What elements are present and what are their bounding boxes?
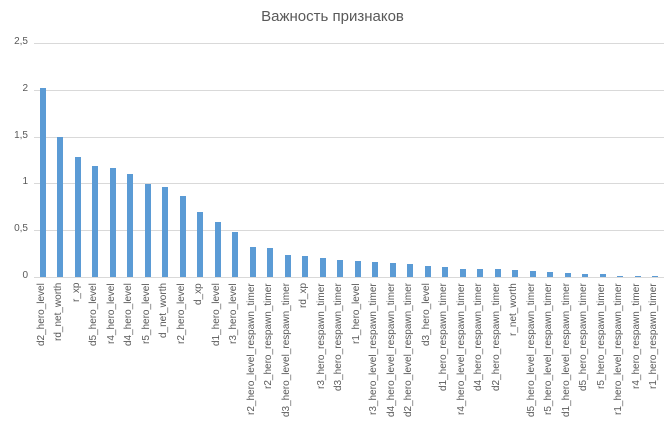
y-tick-label: 0,5 <box>14 223 28 235</box>
x-tick-label: r_net_worth <box>508 283 520 336</box>
bar-r1_hero_respawn_timer <box>652 276 659 277</box>
bar-r3_hero_respawn_timer <box>319 258 326 277</box>
bar-r_net_worth <box>512 270 519 277</box>
x-tick-label: r5_hero_respawn_timer <box>595 283 607 389</box>
x-tick-label: d1_hero_level_respawn_timer <box>560 283 572 417</box>
bar-d2_hero_level_respawn_timer <box>407 263 414 277</box>
gridline <box>34 277 664 278</box>
bar-d_xp <box>197 212 204 277</box>
bar-d4_hero_level_respawn_timer <box>389 262 396 277</box>
x-tick-label: d5_hero_level <box>88 283 100 346</box>
x-tick-label: r2_hero_respawn_timer <box>263 283 275 389</box>
bar-d3_hero_level <box>424 265 431 277</box>
x-tick-label: r_xp <box>70 283 82 303</box>
x-tick-label: r1_hero_level_respawn_timer <box>613 283 625 415</box>
y-tick-label: 2,5 <box>14 36 28 47</box>
gridline <box>34 136 664 138</box>
x-tick-label: r3_hero_level_respawn_timer <box>368 283 380 415</box>
bar-r5_hero_level_respawn_timer <box>547 272 554 277</box>
x-tick-label: d4_hero_level <box>123 283 135 346</box>
bar-d1_hero_respawn_timer <box>442 266 449 277</box>
y-tick-label: 1,5 <box>14 129 28 141</box>
gridline <box>34 230 664 232</box>
bar-d_net_worth <box>162 187 169 277</box>
bar-d1_hero_level <box>214 221 221 277</box>
bar-rd_xp <box>302 256 309 277</box>
x-tick-label: d1_hero_respawn_timer <box>438 283 450 391</box>
bar-r3_hero_level_respawn_timer <box>372 262 379 277</box>
y-tick-label: 1 <box>22 176 28 188</box>
x-tick-label: d_net_worth <box>158 283 170 339</box>
bar-r1_hero_level_respawn_timer <box>617 276 624 277</box>
x-tick-label: d3_hero_level_respawn_timer <box>280 283 292 417</box>
bar-rd_net_worth <box>57 136 64 277</box>
bar-d5_hero_respawn_timer <box>582 274 589 277</box>
gridline <box>34 89 664 91</box>
plot-area <box>34 43 664 278</box>
bar-r3_hero_level <box>232 232 239 277</box>
x-tick-label: r2_hero_level_respawn_timer <box>245 283 257 415</box>
bar-d1_hero_level_respawn_timer <box>564 273 571 277</box>
y-tick-label: 2 <box>22 82 28 94</box>
x-tick-label: r3_hero_respawn_timer <box>315 283 327 389</box>
bar-d4_hero_level <box>127 174 134 277</box>
x-tick-label: d5_hero_level_respawn_timer <box>525 283 537 417</box>
x-tick-label: r5_hero_level <box>140 283 152 344</box>
x-tick-label: r1_hero_respawn_timer <box>648 283 660 389</box>
bar-d2_hero_level <box>39 87 46 277</box>
x-tick-label: r4_hero_level <box>105 283 117 344</box>
x-tick-label: d5_hero_respawn_timer <box>578 283 590 391</box>
bar-r5_hero_respawn_timer <box>599 274 606 277</box>
bar-r1_hero_level <box>354 261 361 277</box>
gridline <box>34 183 664 185</box>
x-tick-label: r3_hero_level <box>228 283 240 344</box>
x-tick-label: r4_hero_level_respawn_timer <box>455 283 467 415</box>
bar-d5_hero_level_respawn_timer <box>529 271 536 277</box>
x-tick-label: d2_hero_respawn_timer <box>490 283 502 391</box>
x-tick-label: d3_hero_respawn_timer <box>333 283 345 391</box>
x-tick-label: d2_hero_level_respawn_timer <box>403 283 415 417</box>
bar-r4_hero_level <box>109 167 116 277</box>
bar-d3_hero_respawn_timer <box>337 260 344 277</box>
x-tick-label: d_xp <box>193 283 205 305</box>
bar-d2_hero_respawn_timer <box>494 268 501 277</box>
bar-r2_hero_respawn_timer <box>267 247 274 277</box>
x-tick-label: rd_net_worth <box>53 283 65 342</box>
bar-r2_hero_level_respawn_timer <box>249 247 256 277</box>
bar-r_xp <box>74 157 81 277</box>
x-tick-label: d4_hero_respawn_timer <box>473 283 485 391</box>
bar-d5_hero_level <box>92 165 99 277</box>
bar-d4_hero_respawn_timer <box>477 268 484 277</box>
bar-d3_hero_level_respawn_timer <box>284 254 291 277</box>
x-tick-label: d4_hero_level_respawn_timer <box>385 283 397 417</box>
bar-r4_hero_level_respawn_timer <box>459 268 466 277</box>
x-tick-label: d3_hero_level <box>420 283 432 346</box>
bar-r4_hero_respawn_timer <box>634 276 641 277</box>
x-tick-label: r2_hero_level <box>175 283 187 344</box>
bar-r5_hero_level <box>144 184 151 277</box>
x-tick-label: rd_xp <box>298 283 310 309</box>
chart-title: Важность признаков <box>261 8 404 25</box>
x-tick-label: d2_hero_level <box>35 283 47 346</box>
x-tick-label: d1_hero_level <box>210 283 222 346</box>
x-tick-label: r5_hero_level_respawn_timer <box>543 283 555 415</box>
x-tick-label: r4_hero_respawn_timer <box>630 283 642 389</box>
x-tick-label: r1_hero_level <box>350 283 362 344</box>
y-tick-label: 0 <box>22 270 28 281</box>
gridline <box>34 43 664 44</box>
bar-r2_hero_level <box>179 195 186 277</box>
